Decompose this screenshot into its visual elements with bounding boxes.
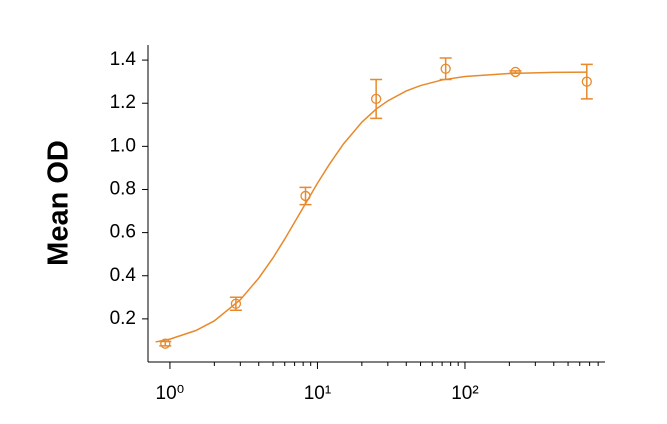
x-tick-label: 10⁰ (156, 383, 185, 404)
y-tick-label: 0.6 (110, 222, 136, 243)
data-point (440, 63, 451, 74)
data-point (510, 66, 521, 78)
fit-curve (155, 71, 587, 343)
y-tick-label: 0.4 (110, 265, 137, 286)
y-tick-label: 0.8 (110, 178, 136, 199)
data-point (581, 76, 592, 87)
y-tick-label: 0.2 (110, 308, 136, 329)
data-point (230, 298, 242, 309)
data-point (370, 93, 382, 105)
y-tick-label: 1.2 (110, 92, 136, 113)
data-point (160, 338, 171, 349)
y-tick-label: 1.0 (110, 135, 136, 156)
error-bar (580, 63, 593, 100)
x-tick-label: 10¹ (304, 383, 331, 404)
y-axis-label: Mean OD (43, 140, 75, 266)
x-tick-label: 10² (451, 383, 478, 404)
y-tick-label: 1.4 (110, 49, 137, 70)
error-bar (370, 78, 383, 120)
